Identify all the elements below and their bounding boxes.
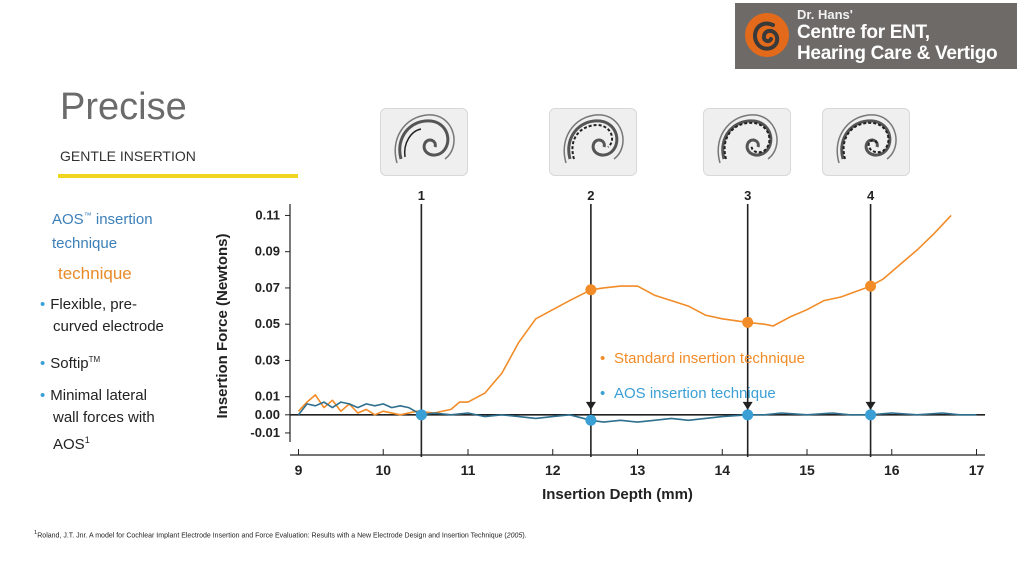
insertion-marker-label: 4 bbox=[867, 188, 875, 203]
insertion-force-chart: 0.110.090.070.050.030.010.00-0.019 10 11 12… bbox=[205, 180, 990, 510]
bullet-text: Minimal lateral bbox=[50, 387, 147, 404]
footnote-end: ). bbox=[522, 532, 526, 539]
aos-label: AOS bbox=[52, 211, 84, 228]
x-axis-label: Insertion Depth (mm) bbox=[542, 486, 693, 503]
bullet-dot-icon: • bbox=[40, 387, 45, 404]
bullet-dot-icon: • bbox=[40, 296, 45, 313]
trademark-mark: TM bbox=[89, 355, 101, 364]
x-tick-label: 11 bbox=[461, 462, 476, 478]
footnote-ref: 1 bbox=[85, 435, 90, 445]
x-tick-label: 15 bbox=[799, 462, 815, 478]
data-point-dot bbox=[865, 409, 876, 420]
aos-technique-heading: AOS™ insertion bbox=[52, 211, 153, 228]
bullet-softip: • SoftipTM bbox=[40, 349, 100, 375]
bullet-text: wall forces with bbox=[40, 409, 155, 426]
x-tick-label: 12 bbox=[545, 462, 561, 478]
bullet-text: Flexible, pre- bbox=[50, 296, 137, 313]
bullet-text: curved electrode bbox=[40, 318, 164, 335]
technique-label: technique bbox=[58, 264, 132, 284]
data-point-dot bbox=[585, 415, 596, 426]
x-tick-label: 9 bbox=[295, 462, 303, 478]
y-tick-label: 0.11 bbox=[255, 207, 280, 222]
cochlea-illustration-1 bbox=[380, 108, 468, 176]
marker-arrow bbox=[866, 402, 876, 410]
cochlea-spiral-icon bbox=[381, 109, 467, 175]
x-tick-label: 13 bbox=[630, 462, 646, 478]
bullet-dot-icon: • bbox=[40, 355, 45, 372]
cochlea-spiral-icon bbox=[704, 109, 790, 175]
y-tick-label: 0.05 bbox=[255, 316, 280, 331]
x-tick-label: 10 bbox=[375, 462, 391, 478]
y-axis-label: Insertion Force (Newtons) bbox=[214, 233, 231, 418]
y-tick-label: 0.09 bbox=[255, 244, 280, 259]
logo-text-hearing: Hearing Care & Vertigo bbox=[797, 43, 997, 65]
insertion-marker-label: 2 bbox=[587, 188, 594, 203]
data-point-dot bbox=[416, 409, 427, 420]
legend-label: AOS insertion technique bbox=[614, 385, 776, 402]
insertion-marker-label: 1 bbox=[418, 188, 425, 203]
legend-bullet: • bbox=[600, 350, 605, 367]
axis-labels: Insertion Depth (mm) Insertion Force (New… bbox=[214, 233, 693, 503]
data-point-dot bbox=[865, 281, 876, 292]
cochlea-illustration-4 bbox=[822, 108, 910, 176]
x-tick-label: 14 bbox=[714, 462, 730, 478]
cochlea-spiral-icon bbox=[823, 109, 909, 175]
marker-arrow bbox=[743, 402, 753, 410]
clinic-logo: Dr. Hans' Centre for ENT, Hearing Care &… bbox=[735, 3, 1017, 69]
title-underline bbox=[58, 174, 298, 178]
footnote-year: 2005 bbox=[507, 532, 523, 539]
ear-logo-icon bbox=[743, 11, 791, 59]
insertion-marker-label: 3 bbox=[744, 188, 751, 203]
cochlea-spiral-icon bbox=[550, 109, 636, 175]
trademark-mark: ™ bbox=[84, 211, 92, 220]
aos-insertion-label: insertion bbox=[92, 211, 153, 228]
data-point-dot bbox=[585, 284, 596, 295]
y-tick-label: 0.00 bbox=[255, 407, 280, 422]
chart-legend: • Standard insertion technique • AOS insert… bbox=[600, 350, 805, 402]
cochlea-illustration-3 bbox=[703, 108, 791, 176]
legend-label: Standard insertion technique bbox=[614, 350, 805, 367]
aos-technique-line2: technique bbox=[52, 235, 117, 252]
footnote-text: Roland, J.T. Jnr. A model for Cochlear I… bbox=[37, 532, 507, 539]
data-point-dot bbox=[742, 317, 753, 328]
bullet-text: AOS bbox=[40, 436, 85, 453]
x-tick-label: 17 bbox=[969, 462, 985, 478]
bullet-flexible-electrode: • Flexible, pre- curved electrode bbox=[40, 294, 164, 338]
y-tick-label: 0.07 bbox=[255, 280, 280, 295]
y-tick-label: 0.01 bbox=[255, 389, 280, 404]
cochlea-illustration-2 bbox=[549, 108, 637, 176]
x-tick-label: 16 bbox=[884, 462, 900, 478]
slide-title: Precise bbox=[60, 86, 187, 129]
logo-text-name: Dr. Hans' bbox=[797, 7, 853, 22]
bullet-text: Softip bbox=[50, 355, 88, 372]
legend-bullet: • bbox=[600, 385, 605, 402]
marker-arrow bbox=[586, 402, 596, 410]
logo-text-centre: Centre for ENT, bbox=[797, 22, 930, 44]
y-tick-label: -0.01 bbox=[250, 425, 280, 440]
footnote: 1Roland, J.T. Jnr. A model for Cochlear … bbox=[34, 530, 527, 539]
chart-axes: 0.11 0.09 0.07 0.05 0.03 0.01 0.00 -0.01 9 10 11 12… bbox=[250, 204, 985, 478]
bullet-lateral-wall-forces: • Minimal lateral wall forces with AOS1 bbox=[40, 385, 155, 456]
y-tick-label: 0.03 bbox=[255, 352, 280, 367]
slide-subtitle: GENTLE INSERTION bbox=[60, 148, 196, 164]
data-point-dot bbox=[742, 409, 753, 420]
